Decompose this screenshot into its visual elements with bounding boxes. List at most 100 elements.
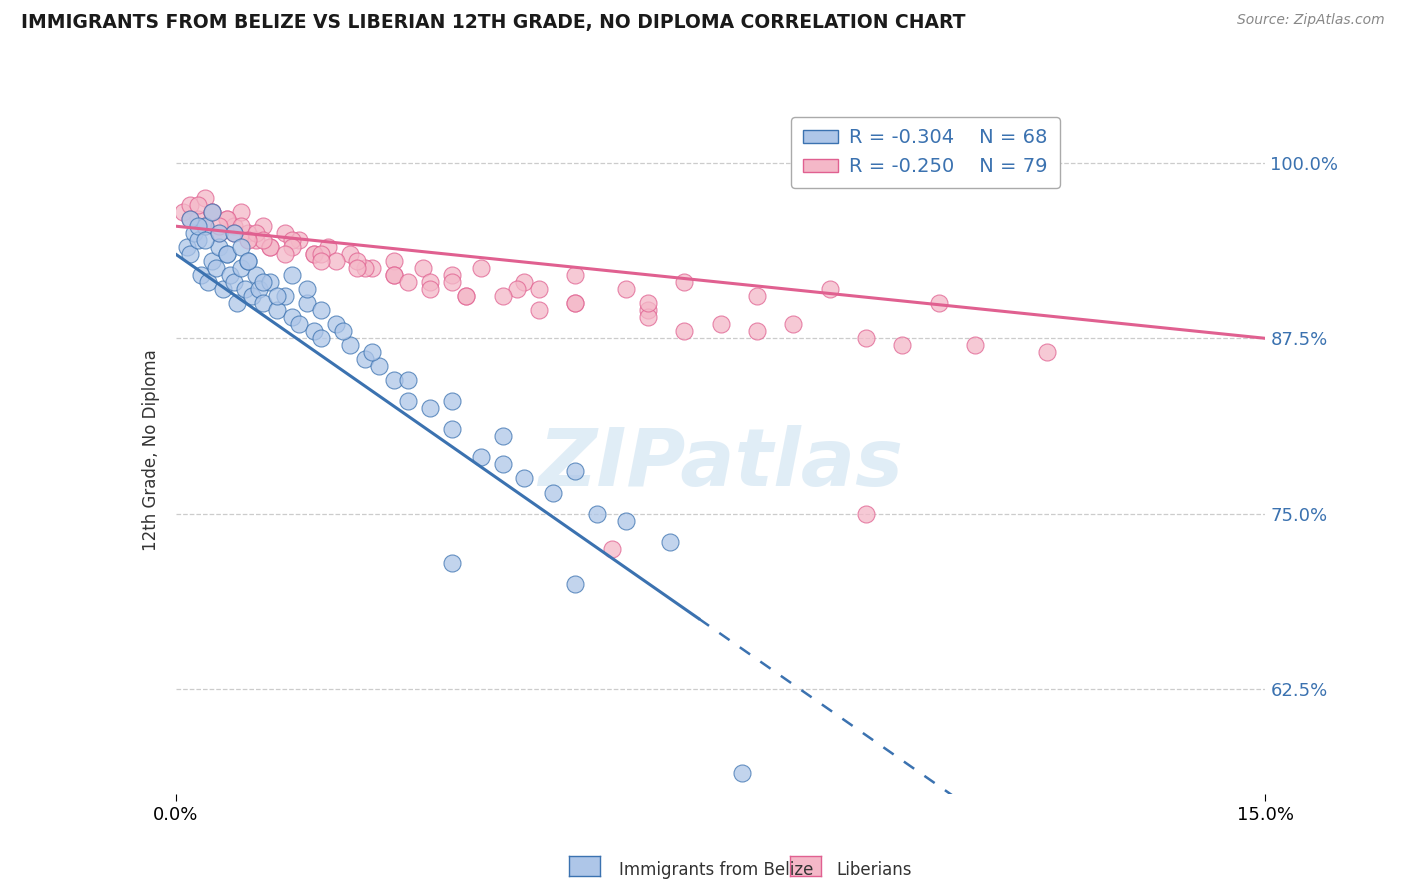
Text: IMMIGRANTS FROM BELIZE VS LIBERIAN 12TH GRADE, NO DIPLOMA CORRELATION CHART: IMMIGRANTS FROM BELIZE VS LIBERIAN 12TH … bbox=[21, 13, 966, 32]
Point bbox=[201, 205, 224, 219]
Legend: R = -0.304    N = 68, R = -0.250    N = 79: R = -0.304 N = 68, R = -0.250 N = 79 bbox=[792, 117, 1060, 188]
Point bbox=[440, 422, 463, 436]
Point bbox=[339, 338, 361, 352]
Point bbox=[252, 275, 274, 289]
Point bbox=[231, 261, 253, 276]
Point bbox=[222, 226, 245, 240]
Point bbox=[266, 289, 288, 303]
Point bbox=[245, 268, 267, 283]
Point bbox=[637, 303, 659, 318]
Point bbox=[396, 394, 419, 409]
Point bbox=[673, 275, 696, 289]
Point bbox=[745, 289, 768, 303]
Point bbox=[302, 247, 325, 261]
Point bbox=[891, 338, 914, 352]
Point bbox=[194, 233, 217, 247]
Point bbox=[353, 261, 375, 276]
Point bbox=[212, 282, 235, 296]
Point bbox=[368, 359, 391, 374]
Point bbox=[396, 275, 419, 289]
Point bbox=[600, 541, 623, 556]
Point bbox=[274, 289, 297, 303]
Point bbox=[818, 282, 841, 296]
Point bbox=[419, 275, 441, 289]
Point bbox=[513, 471, 536, 485]
Point bbox=[745, 324, 768, 338]
Point bbox=[194, 219, 217, 234]
Text: Liberians: Liberians bbox=[837, 861, 912, 879]
Point bbox=[266, 303, 288, 318]
Point bbox=[527, 303, 550, 318]
Point bbox=[309, 247, 332, 261]
Point bbox=[492, 429, 515, 443]
Point bbox=[855, 507, 877, 521]
Point bbox=[295, 282, 318, 296]
Point bbox=[274, 247, 297, 261]
Point bbox=[179, 212, 201, 227]
Point bbox=[361, 345, 384, 359]
Point bbox=[710, 318, 733, 332]
Point bbox=[231, 240, 253, 254]
Point bbox=[281, 310, 304, 325]
Point bbox=[186, 233, 209, 247]
Point bbox=[238, 226, 260, 240]
Point bbox=[201, 205, 224, 219]
Point bbox=[382, 268, 405, 283]
Point bbox=[382, 268, 405, 283]
Point bbox=[309, 331, 332, 345]
Point bbox=[215, 212, 238, 227]
Point bbox=[288, 233, 311, 247]
Point bbox=[440, 275, 463, 289]
Text: Immigrants from Belize: Immigrants from Belize bbox=[619, 861, 813, 879]
Point bbox=[226, 296, 249, 310]
Point bbox=[382, 254, 405, 268]
Point bbox=[179, 212, 201, 227]
Point bbox=[782, 318, 804, 332]
Point bbox=[928, 296, 950, 310]
Point bbox=[179, 198, 201, 212]
Point bbox=[412, 261, 434, 276]
Point bbox=[245, 226, 267, 240]
Point bbox=[382, 373, 405, 387]
Point bbox=[208, 219, 231, 234]
Point bbox=[179, 247, 201, 261]
Point bbox=[222, 226, 245, 240]
Point bbox=[346, 254, 368, 268]
Point bbox=[183, 226, 205, 240]
Point bbox=[219, 268, 242, 283]
Point bbox=[231, 219, 253, 234]
Point bbox=[240, 289, 263, 303]
Point bbox=[288, 318, 311, 332]
Point bbox=[222, 275, 245, 289]
Point bbox=[637, 310, 659, 325]
Point bbox=[543, 485, 565, 500]
Point bbox=[274, 226, 297, 240]
Point bbox=[658, 534, 681, 549]
Point bbox=[361, 261, 384, 276]
Point bbox=[201, 205, 224, 219]
Point bbox=[201, 254, 224, 268]
Point bbox=[259, 240, 281, 254]
Point bbox=[233, 282, 256, 296]
Text: ZIPatlas: ZIPatlas bbox=[538, 425, 903, 503]
Point bbox=[419, 401, 441, 416]
Point bbox=[222, 219, 245, 234]
Point bbox=[440, 556, 463, 570]
Point bbox=[302, 247, 325, 261]
Point bbox=[586, 507, 609, 521]
Point bbox=[470, 261, 492, 276]
Point bbox=[456, 289, 478, 303]
Text: Source: ZipAtlas.com: Source: ZipAtlas.com bbox=[1237, 13, 1385, 28]
Point bbox=[190, 268, 212, 283]
Point bbox=[325, 254, 347, 268]
Point bbox=[252, 296, 274, 310]
Point bbox=[353, 352, 375, 367]
Point bbox=[527, 282, 550, 296]
Point bbox=[318, 240, 340, 254]
Point bbox=[346, 261, 368, 276]
Point bbox=[208, 226, 231, 240]
Point bbox=[492, 289, 515, 303]
Point bbox=[332, 324, 354, 338]
Point bbox=[506, 282, 529, 296]
Point bbox=[673, 324, 696, 338]
